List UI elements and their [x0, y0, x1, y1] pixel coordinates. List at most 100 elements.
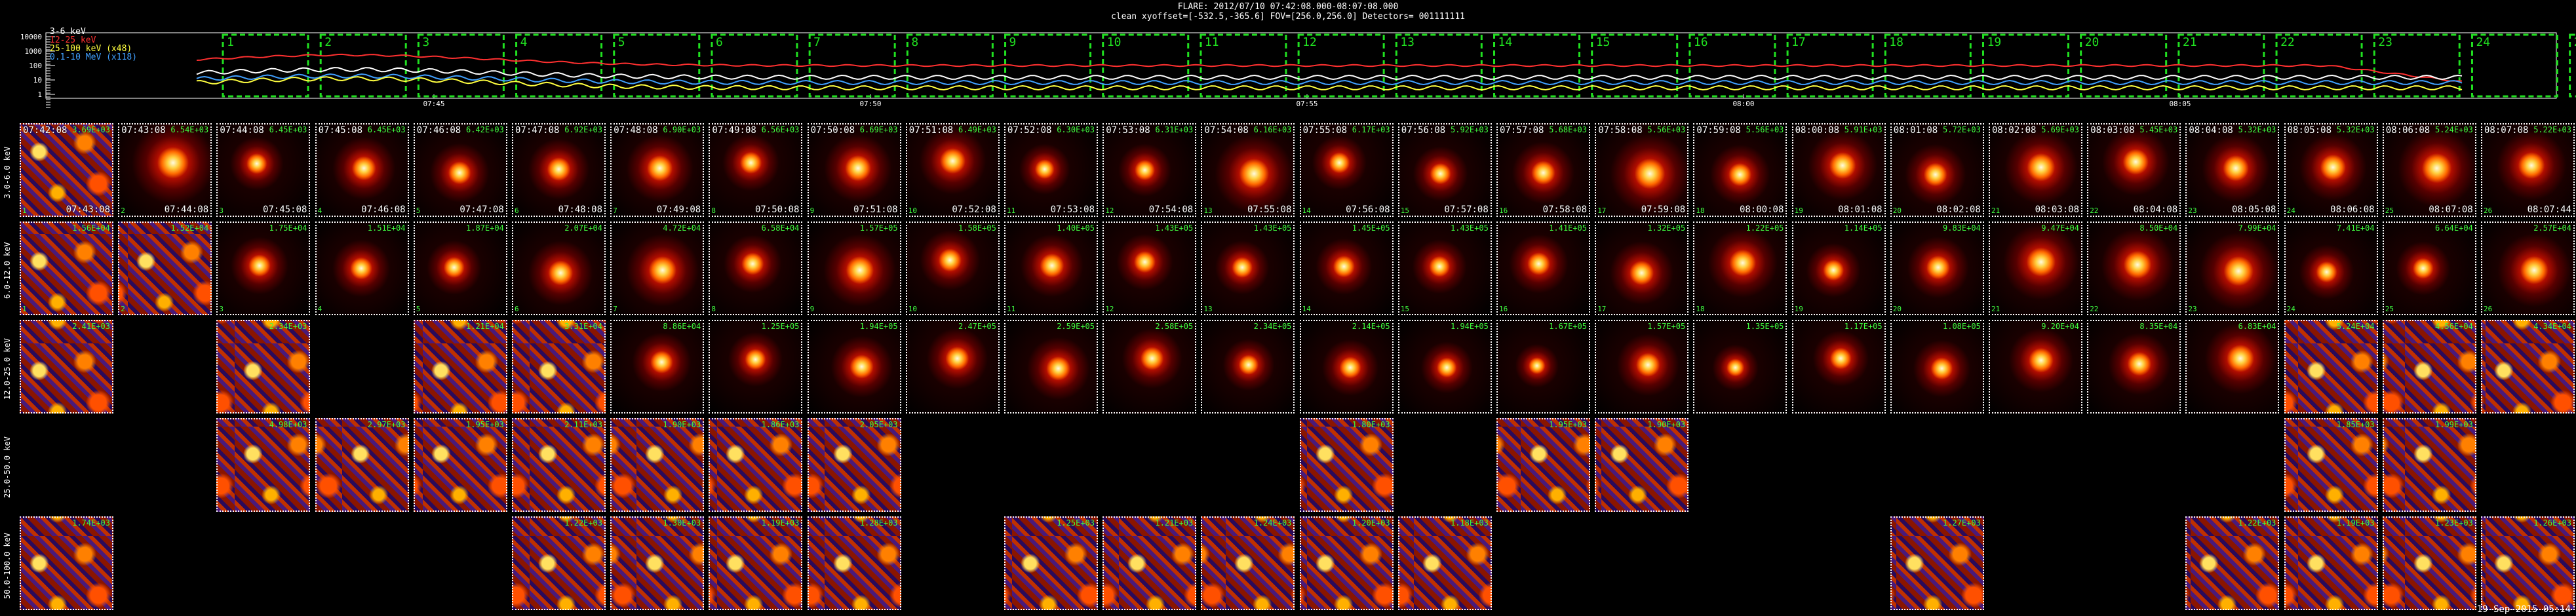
image-cell[interactable]: 9.83E+04 20 — [1890, 221, 1984, 315]
image-cell[interactable]: 1.67E+05 — [1496, 320, 1590, 414]
image-cell[interactable]: 1.95E+03 — [1496, 418, 1590, 512]
image-cell[interactable]: 1.52E+04 2 — [118, 221, 212, 315]
image-cell[interactable]: 1.95E+03 — [413, 418, 507, 512]
image-cell[interactable]: 1.87E+04 5 — [413, 221, 507, 315]
image-cell[interactable]: 7.41E+04 24 — [2284, 221, 2378, 315]
image-cell[interactable]: 07:44:08 07:45:08 6.45E+03 3 — [216, 123, 311, 217]
image-cell[interactable]: 07:57:08 07:58:08 5.68E+03 16 — [1496, 123, 1590, 217]
image-cell[interactable]: 1.86E+03 — [709, 418, 803, 512]
image-cell[interactable]: 07:45:08 07:46:08 6.45E+03 4 — [315, 123, 409, 217]
image-cell[interactable]: 1.85E+03 — [2284, 418, 2378, 512]
image-cell[interactable]: 4.98E+03 — [216, 418, 311, 512]
image-cell[interactable]: 07:43:08 07:44:08 6.54E+03 2 — [118, 123, 212, 217]
image-cell[interactable]: 1.57E+05 9 — [807, 221, 901, 315]
image-cell[interactable]: 1.90E+03 — [610, 418, 705, 512]
image-cell[interactable]: 07:52:08 07:53:08 6.30E+03 11 — [1004, 123, 1098, 217]
image-cell[interactable]: 07:50:08 07:51:08 6.69E+03 9 — [807, 123, 901, 217]
image-cell[interactable]: 07:56:08 07:57:08 5.92E+03 15 — [1397, 123, 1492, 217]
image-cell[interactable]: 1.43E+05 15 — [1397, 221, 1492, 315]
image-cell[interactable]: 08:00:08 08:01:08 5.91E+03 19 — [1791, 123, 1886, 217]
image-cell[interactable]: 9.20E+04 — [1989, 320, 2082, 414]
image-cell[interactable]: 1.25E+03 — [1004, 516, 1098, 610]
image-cell[interactable]: 2.58E+05 — [1103, 320, 1197, 414]
image-cell[interactable]: 4.34E+04 — [2481, 320, 2575, 414]
image-cell[interactable]: 6.83E+04 — [2185, 320, 2280, 414]
image-cell[interactable]: 2.34E+05 — [1201, 320, 1295, 414]
image-cell[interactable]: 07:58:08 07:59:08 5.56E+03 17 — [1595, 123, 1689, 217]
image-cell[interactable]: 1.25E+05 — [709, 320, 803, 414]
image-cell[interactable]: 6.58E+04 8 — [709, 221, 803, 315]
image-cell[interactable]: 07:54:08 07:55:08 6.16E+03 13 — [1201, 123, 1295, 217]
image-cell[interactable]: 1.08E+05 — [1890, 320, 1984, 414]
image-cell[interactable]: 1.40E+05 11 — [1004, 221, 1098, 315]
image-cell[interactable]: 2.41E+03 — [20, 320, 113, 414]
image-cell[interactable]: 2.97E+03 — [315, 418, 409, 512]
image-cell[interactable]: 4.56E+04 — [2382, 320, 2476, 414]
image-cell[interactable]: 5.24E+04 — [2284, 320, 2378, 414]
image-cell[interactable]: 1.20E+03 — [1299, 516, 1394, 610]
image-cell[interactable]: 9.47E+04 21 — [1989, 221, 2082, 315]
image-cell[interactable]: 1.19E+03 — [709, 516, 803, 610]
image-cell[interactable]: 1.32E+05 17 — [1595, 221, 1689, 315]
image-cell[interactable]: 1.24E+03 — [1201, 516, 1295, 610]
image-cell[interactable]: 07:59:08 08:00:08 5.56E+03 18 — [1693, 123, 1787, 217]
image-cell[interactable]: 07:55:08 07:56:08 6.17E+03 14 — [1299, 123, 1394, 217]
image-cell[interactable]: 6.64E+04 25 — [2382, 221, 2476, 315]
image-cell[interactable]: 1.75E+04 3 — [216, 221, 311, 315]
image-cell[interactable]: 1.23E+03 — [2382, 516, 2476, 610]
image-cell[interactable]: 1.22E+05 18 — [1693, 221, 1787, 315]
image-cell[interactable]: 1.26E+03 — [2481, 516, 2575, 610]
image-cell[interactable]: 1.30E+03 — [610, 516, 705, 610]
image-cell[interactable]: 1.80E+03 — [1299, 418, 1394, 512]
image-cell[interactable]: 1.74E+03 — [20, 516, 113, 610]
image-cell[interactable]: 2.11E+03 — [512, 418, 606, 512]
image-cell[interactable]: 2.57E+04 26 — [2481, 221, 2575, 315]
image-cell[interactable]: 1.35E+05 — [1693, 320, 1787, 414]
image-cell[interactable]: 08:06:08 08:07:08 5.24E+03 25 — [2382, 123, 2476, 217]
image-cell[interactable]: 3.31E+04 — [512, 320, 606, 414]
image-cell[interactable]: 1.18E+03 — [1397, 516, 1492, 610]
image-cell[interactable]: 2.34E+03 — [216, 320, 311, 414]
image-cell[interactable]: 1.43E+05 12 — [1103, 221, 1197, 315]
image-cell[interactable]: 08:03:08 08:04:08 5.45E+03 22 — [2087, 123, 2181, 217]
image-cell[interactable]: 07:51:08 07:52:08 6.49E+03 10 — [905, 123, 1000, 217]
image-cell[interactable]: 7.99E+04 23 — [2185, 221, 2280, 315]
image-cell[interactable]: 2.14E+05 — [1299, 320, 1394, 414]
image-cell[interactable]: 07:42:08 07:43:08 3.69E+03 1 — [20, 123, 113, 217]
image-cell[interactable]: 07:48:08 07:49:08 6.90E+03 7 — [610, 123, 705, 217]
image-cell[interactable]: 1.94E+05 — [807, 320, 901, 414]
image-cell[interactable]: 08:04:08 08:05:08 5.32E+03 23 — [2185, 123, 2280, 217]
image-cell[interactable]: 07:49:08 07:50:08 6.56E+03 8 — [709, 123, 803, 217]
image-cell[interactable]: 2.47E+05 — [905, 320, 1000, 414]
image-cell[interactable]: 1.22E+03 — [2185, 516, 2280, 610]
image-cell[interactable]: 1.21E+03 — [1103, 516, 1197, 610]
image-cell[interactable]: 1.51E+04 4 — [315, 221, 409, 315]
image-cell[interactable]: 08:02:08 08:03:08 5.69E+03 21 — [1989, 123, 2082, 217]
image-cell[interactable]: 1.19E+03 — [2284, 516, 2378, 610]
image-cell[interactable]: 1.21E+04 — [413, 320, 507, 414]
image-cell[interactable]: 1.22E+03 — [512, 516, 606, 610]
image-cell[interactable]: 07:46:08 07:47:08 6.42E+03 5 — [413, 123, 507, 217]
image-cell[interactable]: 1.57E+05 — [1595, 320, 1689, 414]
image-cell[interactable]: 08:05:08 08:06:08 5.32E+03 24 — [2284, 123, 2378, 217]
image-cell[interactable]: 4.72E+04 7 — [610, 221, 705, 315]
image-cell[interactable]: 1.27E+03 — [1890, 516, 1984, 610]
image-cell[interactable]: 8.86E+04 — [610, 320, 705, 414]
image-cell[interactable]: 1.45E+05 14 — [1299, 221, 1394, 315]
image-cell[interactable]: 1.41E+05 16 — [1496, 221, 1590, 315]
image-cell[interactable]: 1.28E+03 — [807, 516, 901, 610]
image-cell[interactable]: 1.94E+05 — [1397, 320, 1492, 414]
image-cell[interactable]: 1.43E+05 13 — [1201, 221, 1295, 315]
image-cell[interactable]: 08:01:08 08:02:08 5.72E+03 20 — [1890, 123, 1984, 217]
image-cell[interactable]: 2.59E+05 — [1004, 320, 1098, 414]
image-cell[interactable]: 07:53:08 07:54:08 6.31E+03 12 — [1103, 123, 1197, 217]
image-cell[interactable]: 2.07E+04 6 — [512, 221, 606, 315]
image-cell[interactable]: 8.50E+04 22 — [2087, 221, 2181, 315]
image-cell[interactable]: 8.35E+04 — [2087, 320, 2181, 414]
image-cell[interactable]: 1.17E+05 — [1791, 320, 1886, 414]
image-cell[interactable]: 08:07:08 08:07:44 5.22E+03 26 — [2481, 123, 2575, 217]
image-cell[interactable]: 1.56E+04 1 — [20, 221, 113, 315]
image-cell[interactable]: 1.90E+03 — [1595, 418, 1689, 512]
image-cell[interactable]: 07:47:08 07:48:08 6.92E+03 6 — [512, 123, 606, 217]
image-cell[interactable]: 2.05E+03 — [807, 418, 901, 512]
